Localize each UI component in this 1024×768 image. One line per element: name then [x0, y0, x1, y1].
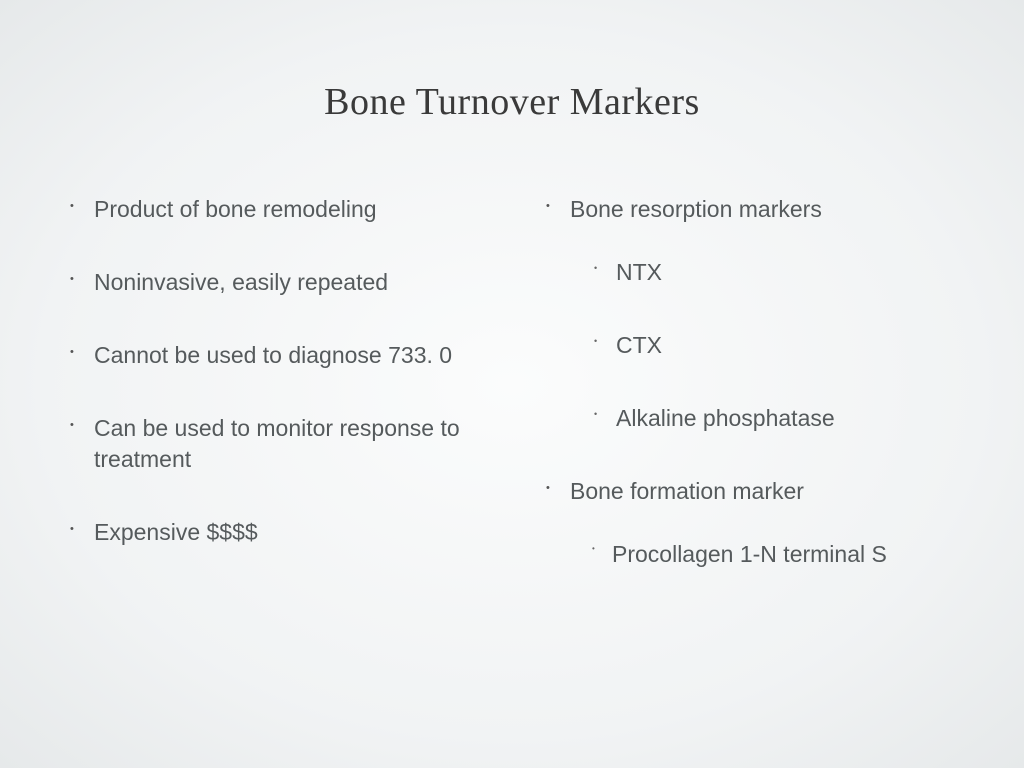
list-item: Expensive $$$$	[70, 517, 526, 548]
list-item: Bone resorption markers NTX CTX Alkaline…	[546, 194, 964, 434]
list-item: CTX	[594, 330, 964, 361]
right-column: Bone resorption markers NTX CTX Alkaline…	[526, 194, 964, 598]
list-item: Noninvasive, easily repeated	[70, 267, 526, 298]
left-list: Product of bone remodeling Noninvasive, …	[70, 194, 526, 548]
list-item-text: Bone resorption markers	[570, 196, 822, 222]
sub-list: Procollagen 1-N terminal S	[570, 539, 964, 570]
right-list: Bone resorption markers NTX CTX Alkaline…	[546, 194, 964, 570]
list-item: Product of bone remodeling	[70, 194, 526, 225]
slide-title: Bone Turnover Markers	[60, 80, 964, 124]
left-column: Product of bone remodeling Noninvasive, …	[60, 194, 526, 598]
list-item: Procollagen 1-N terminal S	[592, 539, 964, 570]
list-item: Cannot be used to diagnose 733. 0	[70, 340, 526, 371]
slide: Bone Turnover Markers Product of bone re…	[0, 0, 1024, 768]
list-item: Alkaline phosphatase	[594, 403, 964, 434]
list-item: Can be used to monitor response to treat…	[70, 413, 526, 475]
list-item: Bone formation marker Procollagen 1-N te…	[546, 476, 964, 570]
list-item: NTX	[594, 257, 964, 288]
list-item-text: Bone formation marker	[570, 478, 804, 504]
columns: Product of bone remodeling Noninvasive, …	[60, 194, 964, 598]
sub-list: NTX CTX Alkaline phosphatase	[570, 257, 964, 434]
